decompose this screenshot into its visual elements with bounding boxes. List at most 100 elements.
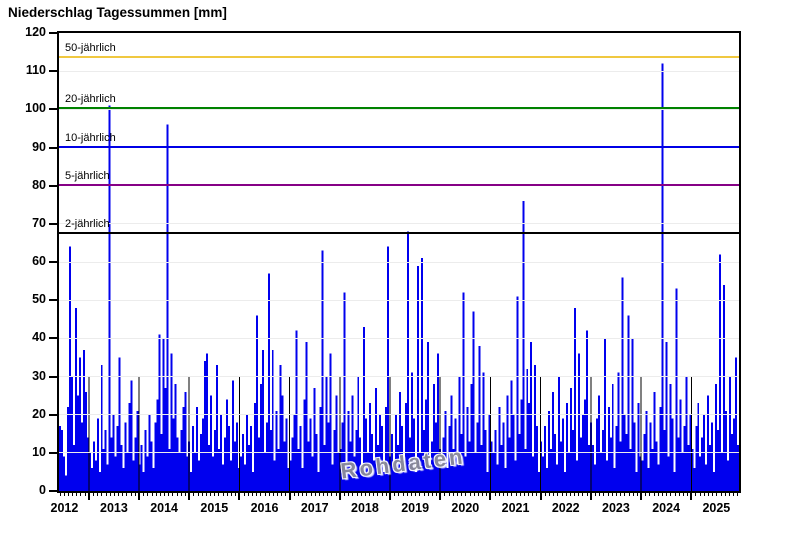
- y-tick: [49, 337, 57, 340]
- bar: [369, 403, 372, 491]
- x-tick-minor: [72, 491, 74, 496]
- x-tick-minor: [143, 491, 145, 496]
- bar: [643, 433, 646, 491]
- bar: [299, 426, 302, 491]
- bar: [375, 387, 378, 491]
- x-tick-minor: [180, 491, 182, 496]
- x-tick-minor: [569, 491, 571, 496]
- bar: [536, 426, 539, 491]
- x-tick-minor: [586, 491, 588, 496]
- x-tick-minor: [419, 491, 421, 496]
- x-tick-minor: [381, 491, 383, 496]
- x-tick-minor: [385, 491, 387, 496]
- bar: [347, 410, 350, 491]
- x-tick-minor: [109, 491, 111, 496]
- bar: [625, 433, 628, 491]
- bar: [146, 456, 149, 491]
- bar: [224, 437, 227, 491]
- bar: [383, 471, 386, 491]
- x-tick-major: [238, 491, 241, 500]
- bar: [74, 307, 77, 491]
- y-tick-label: 40: [32, 330, 46, 345]
- y-tick-label: 70: [32, 215, 46, 230]
- x-tick-minor: [536, 491, 538, 496]
- bar: [168, 449, 171, 491]
- bar: [705, 464, 708, 491]
- x-tick-label: 2012: [50, 501, 79, 515]
- x-tick-label: 2025: [702, 501, 731, 515]
- bar: [226, 399, 229, 491]
- bar: [597, 395, 600, 491]
- bar: [184, 391, 187, 491]
- x-tick-minor: [251, 491, 253, 496]
- bar: [446, 468, 449, 491]
- bar: [617, 372, 620, 491]
- x-tick-minor: [687, 491, 689, 496]
- bar: [235, 422, 238, 491]
- bar: [275, 410, 278, 491]
- bar: [122, 468, 125, 491]
- bar: [397, 445, 399, 491]
- bar: [448, 426, 451, 491]
- gridline: [59, 261, 739, 263]
- bar: [196, 407, 199, 491]
- bar: [571, 429, 574, 491]
- bar: [502, 422, 505, 491]
- bar: [92, 441, 95, 491]
- bar: [273, 460, 276, 491]
- x-tick-minor: [113, 491, 115, 496]
- y-tick: [49, 32, 57, 34]
- x-tick-minor: [185, 491, 187, 496]
- gridline: [59, 376, 739, 377]
- bar: [480, 445, 483, 491]
- bar: [399, 391, 401, 491]
- x-tick-minor: [76, 491, 78, 496]
- bar: [556, 464, 559, 491]
- bar: [400, 426, 403, 491]
- y-tick: [49, 146, 57, 149]
- bar: [228, 426, 230, 491]
- bar: [729, 376, 732, 491]
- bar: [737, 445, 739, 491]
- bar: [381, 426, 384, 491]
- bar: [532, 456, 535, 491]
- bar: [323, 445, 326, 491]
- ref-line: [59, 231, 739, 234]
- bar: [349, 441, 352, 491]
- bar: [138, 464, 141, 491]
- bar: [699, 456, 702, 491]
- bar: [222, 464, 225, 491]
- x-tick-label: 2017: [300, 501, 329, 515]
- y-tick-label: 30: [32, 368, 46, 383]
- x-tick-minor: [716, 491, 718, 496]
- x-tick-minor: [314, 491, 316, 496]
- bar: [639, 456, 642, 491]
- x-tick-minor: [712, 491, 714, 496]
- bar: [200, 433, 203, 491]
- bar: [321, 250, 324, 491]
- bar: [351, 395, 354, 491]
- x-tick-label: 2020: [451, 501, 480, 515]
- y-tick-label: 20: [32, 406, 46, 421]
- bar: [160, 433, 163, 491]
- bar: [218, 449, 221, 491]
- bar: [277, 449, 280, 491]
- bar: [430, 441, 433, 491]
- y-tick: [49, 375, 57, 378]
- bar: [510, 380, 513, 491]
- x-tick-major: [640, 491, 643, 500]
- bar: [575, 460, 578, 491]
- bar: [80, 422, 83, 491]
- x-tick-minor: [218, 491, 220, 496]
- x-tick-minor: [205, 491, 207, 496]
- bar: [494, 429, 497, 491]
- x-tick-minor: [164, 491, 166, 496]
- x-tick-minor: [511, 491, 513, 496]
- bar: [504, 468, 507, 491]
- x-tick-minor: [297, 491, 299, 496]
- bar: [361, 468, 364, 491]
- bar: [733, 418, 736, 491]
- bar: [134, 437, 137, 491]
- bar: [514, 460, 517, 491]
- x-tick-major: [589, 491, 592, 500]
